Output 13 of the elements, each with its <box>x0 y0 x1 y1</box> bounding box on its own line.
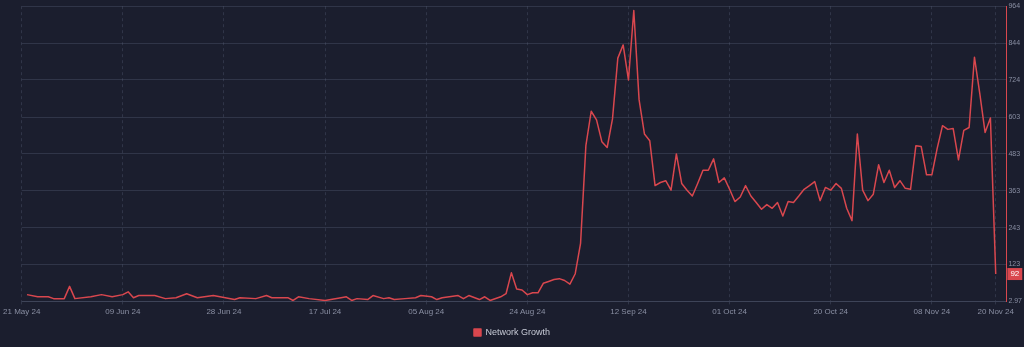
x-tick-label: 09 Jun 24 <box>105 307 141 317</box>
x-tick-label: 21 May 24 <box>3 307 41 317</box>
x-tick-label: 01 Oct 24 <box>712 307 748 317</box>
x-tick-label: 08 Nov 24 <box>913 307 951 317</box>
x-tick-label: 24 Aug 24 <box>509 307 546 317</box>
legend-label: Network Growth <box>485 326 551 337</box>
x-tick-label: 05 Aug 24 <box>408 307 445 317</box>
x-tick-label: 20 Nov 24 <box>977 307 1015 317</box>
annotation: 92 <box>1010 269 1020 279</box>
x-tick-label: 28 Jun 24 <box>206 307 243 317</box>
x-tick-label: 17 Jul 24 <box>308 307 342 317</box>
x-tick-label: 12 Sep 24 <box>610 307 648 317</box>
x-tick-label: 20 Oct 24 <box>813 307 849 317</box>
